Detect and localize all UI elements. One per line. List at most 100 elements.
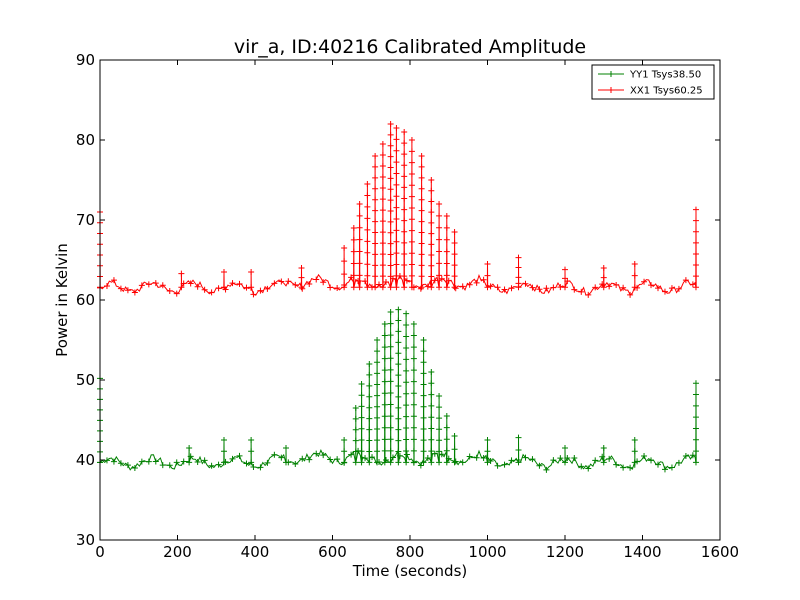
- data-point: [692, 391, 699, 398]
- ticks-layer: 0 200 400 600 800 1000 1200 1400 1600 30 40 50 60 70 8…: [76, 51, 739, 561]
- data-point: [428, 241, 435, 248]
- data-point: [166, 288, 173, 295]
- data-point: [403, 436, 410, 443]
- data-point: [381, 344, 388, 351]
- data-point: [600, 284, 607, 291]
- data-point: [401, 195, 408, 202]
- data-point: [356, 212, 363, 219]
- data-point: [428, 198, 435, 205]
- x-tick-label: 1400: [623, 543, 661, 561]
- data-point: [374, 426, 381, 433]
- data-point: [459, 283, 466, 290]
- data-point: [599, 281, 606, 288]
- data-point: [379, 141, 386, 147]
- data-point: [379, 273, 386, 280]
- data-point: [366, 448, 373, 455]
- data-point: [395, 459, 402, 466]
- data-point: [648, 282, 655, 289]
- data-point: [484, 459, 491, 466]
- data-point: [138, 458, 145, 465]
- data-point: [327, 284, 334, 291]
- data-point: [376, 459, 382, 466]
- data-point: [484, 261, 491, 267]
- data-point: [428, 414, 435, 421]
- data-point: [443, 413, 450, 419]
- data-point: [428, 284, 435, 291]
- data-point: [428, 380, 435, 387]
- data-point: [401, 140, 408, 147]
- data-point: [358, 459, 365, 466]
- data-point: [401, 173, 408, 180]
- data-point: [298, 284, 305, 291]
- data-point: [692, 262, 699, 269]
- data-point: [396, 272, 403, 279]
- x-tick-label: 600: [318, 543, 347, 561]
- data-point: [379, 163, 386, 170]
- data-point: [515, 254, 522, 261]
- data-point: [352, 459, 359, 466]
- data-point: [292, 460, 299, 467]
- data-point: [543, 466, 550, 473]
- data-point: [522, 280, 529, 287]
- data-point: [379, 218, 386, 225]
- data-point: [382, 278, 389, 285]
- data-point: [341, 437, 348, 443]
- data-point: [358, 414, 365, 421]
- data-point: [692, 250, 699, 257]
- data-point: [403, 356, 410, 363]
- data-point: [379, 185, 386, 192]
- data-point: [515, 434, 522, 441]
- data-point: [436, 415, 443, 422]
- data-point: [381, 378, 388, 385]
- data-point: [401, 184, 408, 191]
- data-point: [299, 455, 306, 462]
- data-point: [372, 185, 379, 192]
- data-point: [631, 448, 638, 455]
- data-point: [420, 381, 427, 388]
- data-point: [395, 372, 402, 379]
- data-point: [600, 274, 607, 281]
- data-point: [387, 320, 394, 327]
- data-point: [571, 286, 578, 293]
- data-point: [350, 260, 357, 267]
- data-point: [692, 217, 699, 224]
- data-point: [562, 445, 568, 451]
- data-point: [401, 217, 408, 224]
- data-point: [110, 277, 117, 284]
- data-point: [410, 284, 417, 291]
- data-point: [173, 290, 180, 297]
- data-point: [381, 390, 388, 397]
- data-point: [208, 462, 215, 469]
- data-point: [631, 261, 638, 267]
- data-point: [264, 459, 271, 466]
- data-point: [379, 152, 386, 159]
- data-point: [515, 280, 522, 287]
- data-point: [484, 448, 491, 455]
- data-point: [236, 452, 243, 459]
- data-point: [152, 458, 159, 465]
- data-point: [692, 273, 699, 280]
- data-point: [387, 175, 394, 182]
- data-point: [366, 437, 373, 444]
- data-point: [431, 450, 438, 457]
- data-point: [387, 142, 394, 149]
- y-tick-label: 70: [76, 211, 95, 229]
- data-point: [418, 240, 425, 247]
- data-point: [585, 291, 592, 298]
- chart-title: vir_a, ID:40216 Calibrated Amplitude: [234, 36, 586, 58]
- data-point: [550, 284, 557, 291]
- data-point: [393, 181, 400, 188]
- data-point: [334, 285, 341, 292]
- data-point: [159, 282, 166, 289]
- data-point: [484, 284, 491, 291]
- data-point: [243, 460, 250, 467]
- data-point: [369, 284, 376, 291]
- data-point: [283, 445, 289, 451]
- data-point: [350, 236, 357, 243]
- data-point: [355, 278, 362, 285]
- data-point: [221, 448, 227, 455]
- data-point: [410, 344, 417, 351]
- data-point: [484, 437, 491, 443]
- data-point: [372, 196, 379, 203]
- data-point: [410, 378, 417, 385]
